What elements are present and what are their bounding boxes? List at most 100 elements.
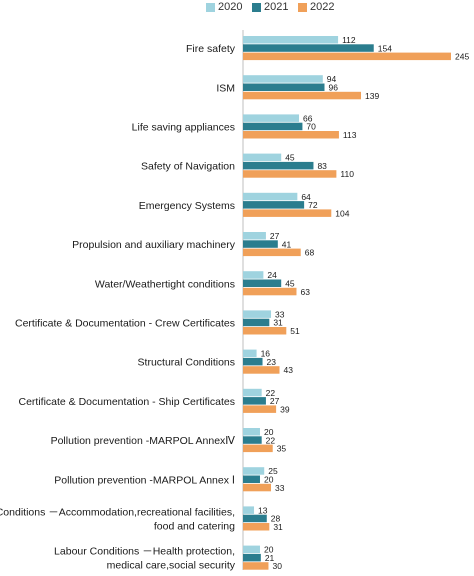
- data-label-2022: 30: [272, 561, 282, 571]
- category-label: Structural Conditions: [138, 357, 235, 369]
- data-label-2020: 20: [264, 427, 274, 437]
- data-label-2021: 21: [265, 553, 275, 563]
- legend-swatch-2022: [298, 2, 307, 12]
- bar-2020: [243, 310, 272, 318]
- bar-2021: [243, 318, 270, 327]
- bar-2020: [243, 232, 266, 240]
- bar-2022: [243, 444, 273, 453]
- category-label: Fire safety: [186, 43, 236, 55]
- data-label-2021: 83: [317, 161, 327, 171]
- data-label-2021: 154: [378, 43, 392, 53]
- category-label: Propulsion and auxiliary machinery: [72, 239, 236, 251]
- bar-2020: [243, 388, 262, 397]
- data-label-2021: 31: [273, 318, 283, 328]
- data-label-2022: 110: [340, 169, 354, 179]
- bar-2020: [243, 349, 257, 358]
- data-label-2020: 112: [342, 35, 356, 45]
- data-label-2021: 23: [267, 357, 277, 367]
- category-label: Labour Conditions －Accommodation,recreat…: [0, 506, 235, 532]
- data-label-2021: 70: [306, 122, 316, 132]
- bar-2020: [243, 114, 300, 122]
- bar-2021: [243, 240, 278, 248]
- bar-2022: [243, 523, 270, 531]
- data-label-2021: 96: [329, 83, 339, 93]
- legend-item-2020: 2020: [206, 1, 242, 13]
- bar-2022: [243, 562, 269, 570]
- data-label-2020: 33: [275, 309, 285, 319]
- bar-2020: [243, 545, 260, 554]
- bar-2020: [243, 75, 323, 83]
- data-label-2020: 16: [261, 349, 271, 359]
- bar-2020: [243, 192, 298, 201]
- data-label-2021: 20: [264, 475, 274, 485]
- bar-2021: [243, 122, 303, 131]
- legend-swatch-2020: [206, 2, 215, 12]
- data-label-2021: 27: [270, 396, 280, 406]
- bar-2021: [243, 357, 263, 366]
- legend-label-2020: 2020: [218, 1, 243, 13]
- bar-2021: [243, 475, 260, 483]
- bar-2022: [243, 52, 451, 61]
- category-label: ISM: [216, 82, 235, 94]
- data-label-2021: 28: [271, 514, 281, 524]
- bar-2022: [243, 366, 280, 374]
- data-label-2020: 24: [267, 270, 277, 280]
- bar-2021: [243, 397, 266, 405]
- bar-2021: [243, 44, 374, 52]
- category-label: Pollution prevention -MARPOL Annex Ⅰ: [54, 474, 235, 486]
- data-label-2020: 13: [258, 505, 268, 515]
- bar-2022: [243, 131, 339, 139]
- data-label-2020: 64: [301, 192, 311, 202]
- category-label: Labour Conditions －Health protection, med…: [54, 546, 236, 572]
- data-label-2022: 104: [335, 208, 349, 218]
- bar-2021: [243, 553, 261, 562]
- category-label: Pollution prevention -MARPOL AnnexⅣ: [51, 435, 236, 447]
- legend-item-2021: 2021: [252, 1, 288, 13]
- bar-2020: [243, 467, 265, 475]
- bar-2021: [243, 514, 267, 523]
- data-label-2022: 35: [277, 444, 287, 454]
- category-label: Life saving appliances: [132, 121, 235, 133]
- data-label-2020: 22: [266, 388, 276, 398]
- bar-2022: [243, 209, 332, 217]
- data-label-2022: 139: [365, 91, 379, 101]
- data-label-2022: 113: [343, 130, 357, 140]
- data-label-2020: 94: [327, 74, 337, 84]
- bar-2021: [243, 161, 314, 170]
- legend-label-2022: 2022: [310, 1, 335, 13]
- bar-2020: [243, 271, 264, 279]
- data-label-2022: 43: [284, 365, 294, 375]
- data-label-2022: 245: [455, 52, 469, 62]
- data-label-2022: 68: [305, 248, 315, 258]
- category-label: Emergency Systems: [139, 200, 235, 212]
- bar-2022: [243, 405, 277, 413]
- bar-2022: [243, 483, 272, 492]
- data-label-2020: 66: [303, 113, 313, 123]
- legend-swatch-2021: [252, 2, 261, 12]
- bar-2022: [243, 287, 297, 296]
- bar-2021: [243, 83, 325, 91]
- data-label-2020: 20: [264, 545, 274, 555]
- data-label-2021: 41: [282, 239, 292, 249]
- data-label-2022: 51: [290, 326, 300, 336]
- chart-legend: 2020 2021 2022: [0, 0, 474, 16]
- data-label-2020: 27: [270, 231, 280, 241]
- data-label-2021: 72: [308, 200, 318, 210]
- data-label-2022: 39: [280, 404, 290, 414]
- bar-2020: [243, 153, 282, 162]
- data-label-2020: 25: [268, 466, 278, 476]
- bar-2021: [243, 279, 282, 287]
- bar-2021: [243, 436, 262, 444]
- data-label-2022: 63: [300, 287, 310, 297]
- legend-label-2021: 2021: [264, 1, 289, 13]
- category-label: Water/Weathertight conditions: [95, 278, 235, 290]
- bar-2022: [243, 170, 337, 178]
- legend-item-2022: 2022: [298, 1, 334, 13]
- category-label: Certificate & Documentation - Crew Certi…: [15, 317, 235, 329]
- bar-2022: [243, 327, 287, 335]
- bar-2021: [243, 201, 305, 209]
- bar-2020: [243, 36, 339, 44]
- category-label: Safety of Navigation: [141, 161, 235, 173]
- bar-2020: [243, 428, 260, 436]
